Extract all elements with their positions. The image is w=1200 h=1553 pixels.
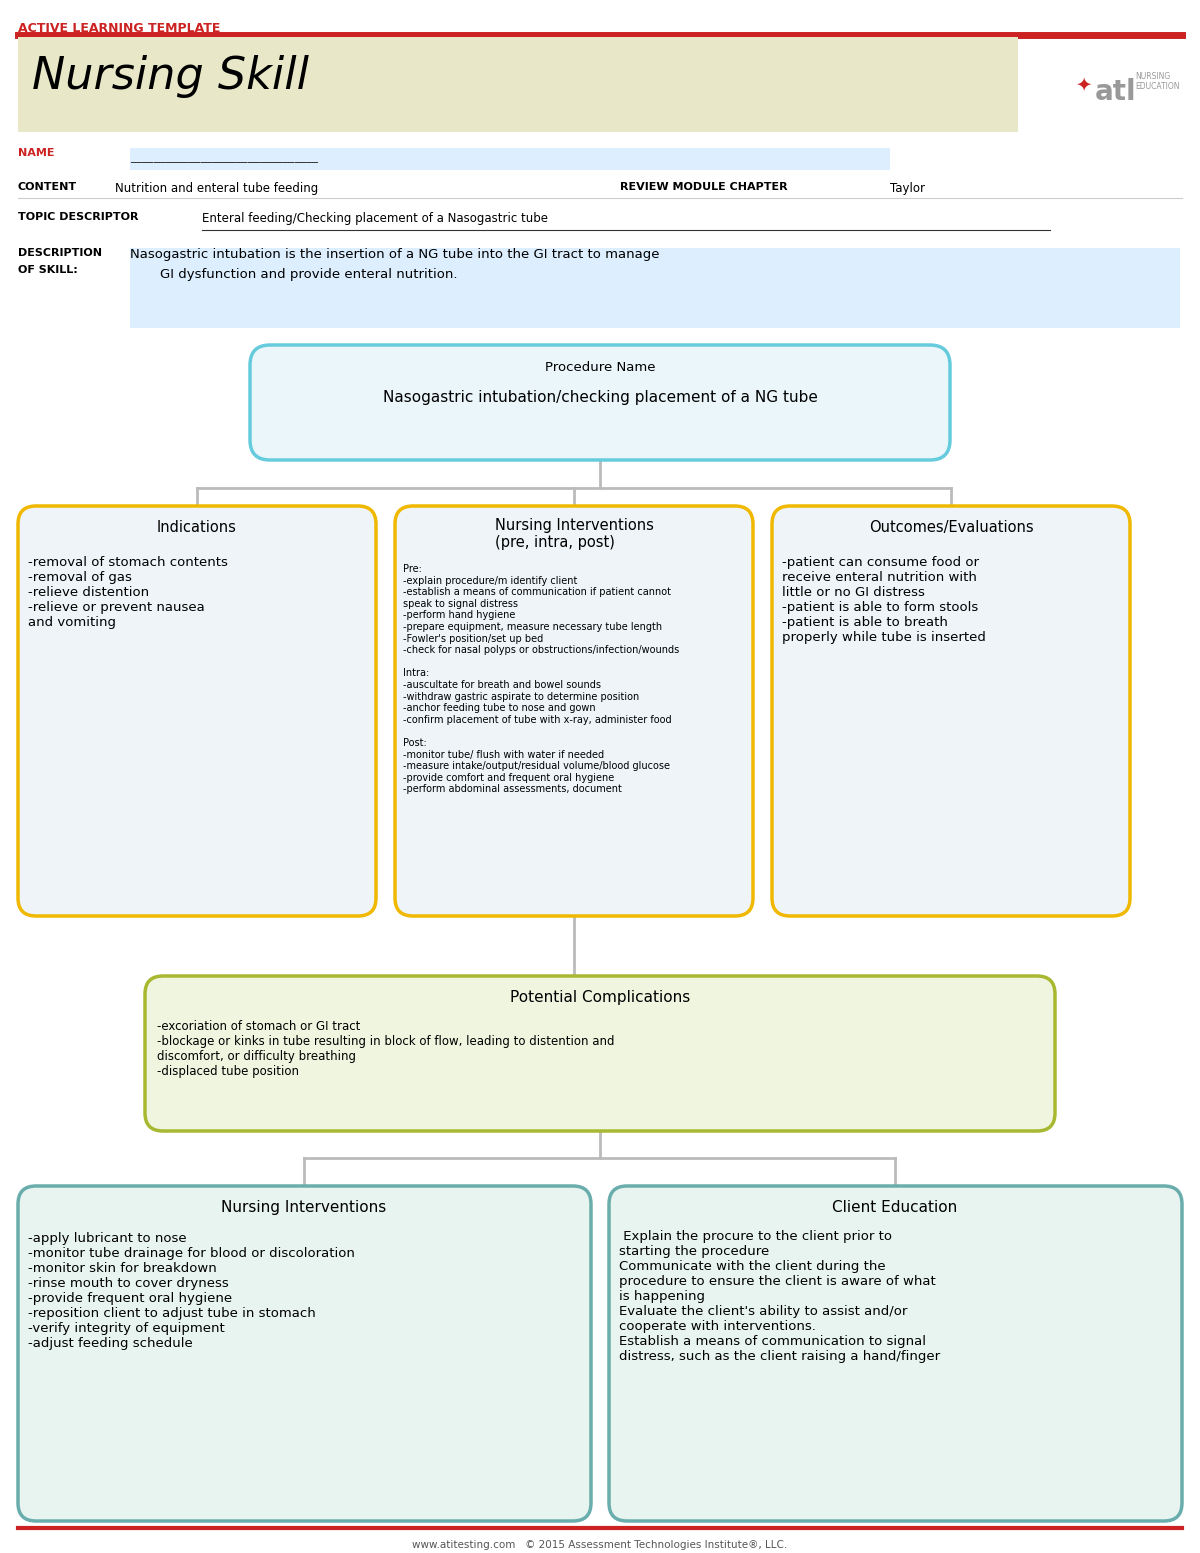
Text: Nursing Interventions: Nursing Interventions bbox=[221, 1200, 386, 1214]
Text: atl: atl bbox=[1096, 78, 1136, 106]
Bar bbox=[18, 37, 1018, 132]
Text: NAME: NAME bbox=[18, 148, 54, 158]
Text: Nursing Interventions
(pre, intra, post): Nursing Interventions (pre, intra, post) bbox=[494, 519, 654, 550]
Bar bbox=[130, 148, 890, 169]
Text: DESCRIPTION: DESCRIPTION bbox=[18, 248, 102, 258]
FancyBboxPatch shape bbox=[18, 1186, 592, 1520]
Text: NURSING
EDUCATION: NURSING EDUCATION bbox=[1135, 71, 1180, 92]
Text: OF SKILL:: OF SKILL: bbox=[18, 266, 78, 275]
FancyBboxPatch shape bbox=[610, 1186, 1182, 1520]
FancyBboxPatch shape bbox=[395, 506, 754, 916]
Text: -patient can consume food or
receive enteral nutrition with
little or no GI dist: -patient can consume food or receive ent… bbox=[782, 556, 986, 644]
Text: Nursing Skill: Nursing Skill bbox=[32, 54, 310, 98]
Text: Explain the procure to the client prior to
starting the procedure
Communicate wi: Explain the procure to the client prior … bbox=[619, 1230, 940, 1364]
FancyBboxPatch shape bbox=[145, 975, 1055, 1131]
Text: Procedure Name: Procedure Name bbox=[545, 360, 655, 374]
Text: Nutrition and enteral tube feeding: Nutrition and enteral tube feeding bbox=[115, 182, 318, 196]
FancyBboxPatch shape bbox=[18, 37, 1018, 132]
Text: Indications: Indications bbox=[157, 520, 236, 534]
Text: Enteral feeding/Checking placement of a Nasogastric tube: Enteral feeding/Checking placement of a … bbox=[202, 213, 548, 225]
Text: Nasogastric intubation/checking placement of a NG tube: Nasogastric intubation/checking placemen… bbox=[383, 390, 817, 405]
Text: Nasogastric intubation is the insertion of a NG tube into the GI tract to manage: Nasogastric intubation is the insertion … bbox=[130, 248, 660, 261]
Text: Taylor: Taylor bbox=[890, 182, 925, 196]
Text: ACTIVE LEARNING TEMPLATE: ACTIVE LEARNING TEMPLATE bbox=[18, 22, 221, 36]
Text: Outcomes/Evaluations: Outcomes/Evaluations bbox=[869, 520, 1033, 534]
Text: ________________________________: ________________________________ bbox=[130, 151, 318, 163]
Text: GI dysfunction and provide enteral nutrition.: GI dysfunction and provide enteral nutri… bbox=[160, 269, 457, 281]
Text: Pre:
-explain procedure/m identify client
-establish a means of communication if: Pre: -explain procedure/m identify clien… bbox=[403, 564, 679, 795]
Text: -apply lubricant to nose
-monitor tube drainage for blood or discoloration
-moni: -apply lubricant to nose -monitor tube d… bbox=[28, 1232, 355, 1350]
Text: Client Education: Client Education bbox=[833, 1200, 958, 1214]
Text: REVIEW MODULE CHAPTER: REVIEW MODULE CHAPTER bbox=[620, 182, 787, 193]
FancyBboxPatch shape bbox=[250, 345, 950, 460]
Bar bbox=[130, 248, 1180, 328]
FancyBboxPatch shape bbox=[772, 506, 1130, 916]
Text: ✦: ✦ bbox=[1075, 75, 1091, 95]
Text: -excoriation of stomach or GI tract
-blockage or kinks in tube resulting in bloc: -excoriation of stomach or GI tract -blo… bbox=[157, 1020, 614, 1078]
Text: www.atitesting.com   © 2015 Assessment Technologies Institute®, LLC.: www.atitesting.com © 2015 Assessment Tec… bbox=[413, 1541, 787, 1550]
Text: CONTENT: CONTENT bbox=[18, 182, 77, 193]
Text: Potential Complications: Potential Complications bbox=[510, 989, 690, 1005]
Text: TOPIC DESCRIPTOR: TOPIC DESCRIPTOR bbox=[18, 213, 138, 222]
Text: -removal of stomach contents
-removal of gas
-relieve distention
-relieve or pre: -removal of stomach contents -removal of… bbox=[28, 556, 228, 629]
FancyBboxPatch shape bbox=[18, 506, 376, 916]
